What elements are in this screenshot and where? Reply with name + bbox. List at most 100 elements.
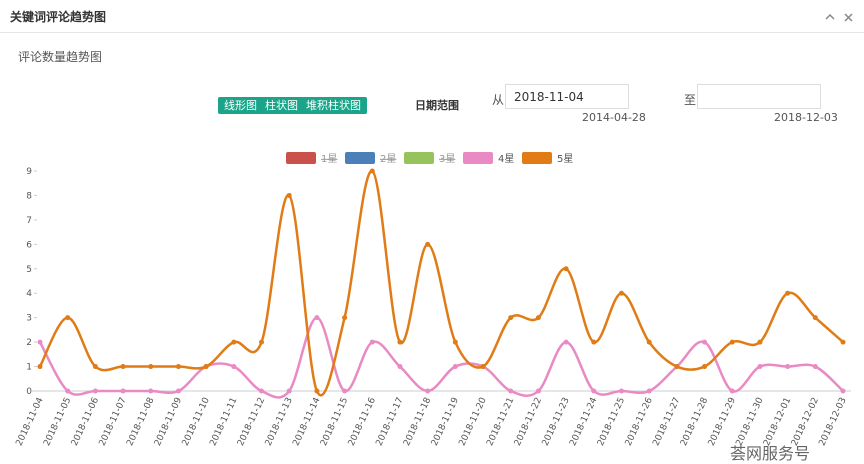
from-input[interactable]: 2018-11-04 [505, 84, 629, 109]
x-tick-label: 2018-11-16 [347, 396, 378, 448]
data-point [618, 290, 624, 296]
x-tick-label: 2018-11-04 [15, 396, 46, 448]
data-point [65, 388, 71, 394]
x-tick-label: 2018-11-07 [98, 396, 129, 448]
y-tick-label: 2 [26, 338, 32, 348]
data-point [508, 315, 514, 321]
data-point [286, 388, 292, 394]
data-point [231, 364, 237, 370]
data-point [674, 364, 680, 370]
x-tick-label: 2018-11-25 [596, 396, 627, 448]
data-point [785, 364, 791, 370]
watermark: 荟网服务号 [730, 444, 811, 463]
data-point [535, 388, 541, 394]
data-point [452, 364, 458, 370]
y-tick-label: 3 [26, 314, 32, 324]
data-point [92, 364, 98, 370]
btn-bar[interactable]: 柱状图 [265, 99, 298, 112]
data-point [618, 388, 624, 394]
data-point [535, 315, 541, 321]
legend-swatch [463, 152, 493, 164]
y-tick-label: 4 [26, 289, 32, 299]
data-point [563, 266, 569, 272]
close-icon[interactable] [844, 13, 853, 22]
section-title: 评论数量趋势图 [18, 50, 103, 64]
y-tick-label: 9 [26, 167, 32, 177]
legend-swatch [404, 152, 434, 164]
x-tick-label: 2018-11-17 [375, 396, 406, 448]
x-tick-label: 2018-11-15 [319, 396, 350, 448]
divider [0, 32, 864, 33]
btn-line[interactable]: 线形图 [224, 99, 257, 112]
data-point [203, 364, 209, 370]
data-point [480, 364, 486, 370]
data-point [397, 364, 403, 370]
data-point [286, 192, 292, 198]
x-tick-label: 2018-11-20 [458, 396, 489, 448]
x-tick-label: 2018-11-08 [125, 396, 156, 448]
x-tick-label: 2018-11-05 [42, 396, 73, 448]
data-point [591, 339, 597, 345]
y-tick-label: 6 [26, 240, 32, 250]
y-tick-label: 7 [26, 216, 32, 226]
data-point [702, 364, 708, 370]
data-point [563, 339, 569, 345]
data-point [729, 339, 735, 345]
data-point [812, 315, 818, 321]
data-point [425, 388, 431, 394]
data-point [342, 315, 348, 321]
data-point [646, 388, 652, 394]
data-point [148, 364, 154, 370]
x-tick-label: 2018-11-21 [485, 396, 516, 448]
x-tick-label: 2018-11-27 [651, 396, 682, 448]
y-tick-label: 8 [26, 191, 32, 201]
data-point [812, 364, 818, 370]
data-point [92, 388, 98, 394]
from-label: 从 [492, 93, 505, 107]
data-point [65, 315, 71, 321]
to-input[interactable] [697, 84, 821, 109]
x-tick-label: 2018-11-26 [624, 396, 655, 448]
data-point [452, 339, 458, 345]
btn-stack[interactable]: 堆积柱状图 [306, 99, 361, 112]
legend-swatch [286, 152, 316, 164]
series-line [38, 169, 844, 397]
data-point [757, 339, 763, 345]
panel-title: 关键词评论趋势图 [10, 10, 107, 24]
y-tick-label: 0 [26, 387, 32, 397]
series-line [38, 316, 844, 399]
data-point [120, 364, 126, 370]
data-point [840, 388, 846, 394]
data-point [175, 388, 181, 394]
data-point [342, 388, 348, 394]
data-point [591, 388, 597, 394]
date-label: 日期范围 [415, 99, 459, 112]
x-tick-label: 2018-11-06 [70, 396, 101, 448]
chart-type-buttons: 线形图 柱状图 堆积柱状图 [218, 97, 367, 114]
data-point [397, 339, 403, 345]
legend-label: 2星 [380, 153, 396, 165]
collapse-icon[interactable] [825, 13, 835, 20]
data-point [369, 168, 375, 174]
data-point [37, 364, 43, 370]
data-point [314, 388, 320, 394]
data-point [120, 388, 126, 394]
data-point [508, 388, 514, 394]
x-tick-label: 2018-11-19 [430, 396, 461, 448]
data-point [425, 241, 431, 247]
x-tick-label: 2018-11-18 [402, 396, 433, 448]
data-point [37, 339, 43, 345]
legend-label: 4星 [498, 153, 514, 165]
data-point [702, 339, 708, 345]
from-hint: 2014-04-28 [582, 111, 646, 124]
legend-label: 3星 [439, 153, 455, 165]
x-tick-label: 2018-11-10 [181, 396, 212, 448]
data-point [175, 364, 181, 370]
x-tick-label: 2018-11-11 [208, 396, 239, 448]
x-tick-label: 2018-11-13 [264, 396, 295, 448]
legend-label: 1星 [321, 153, 337, 165]
to-hint: 2018-12-03 [774, 111, 838, 124]
panel-controls[interactable] [824, 10, 858, 24]
x-tick-label: 2018-11-24 [568, 396, 599, 448]
